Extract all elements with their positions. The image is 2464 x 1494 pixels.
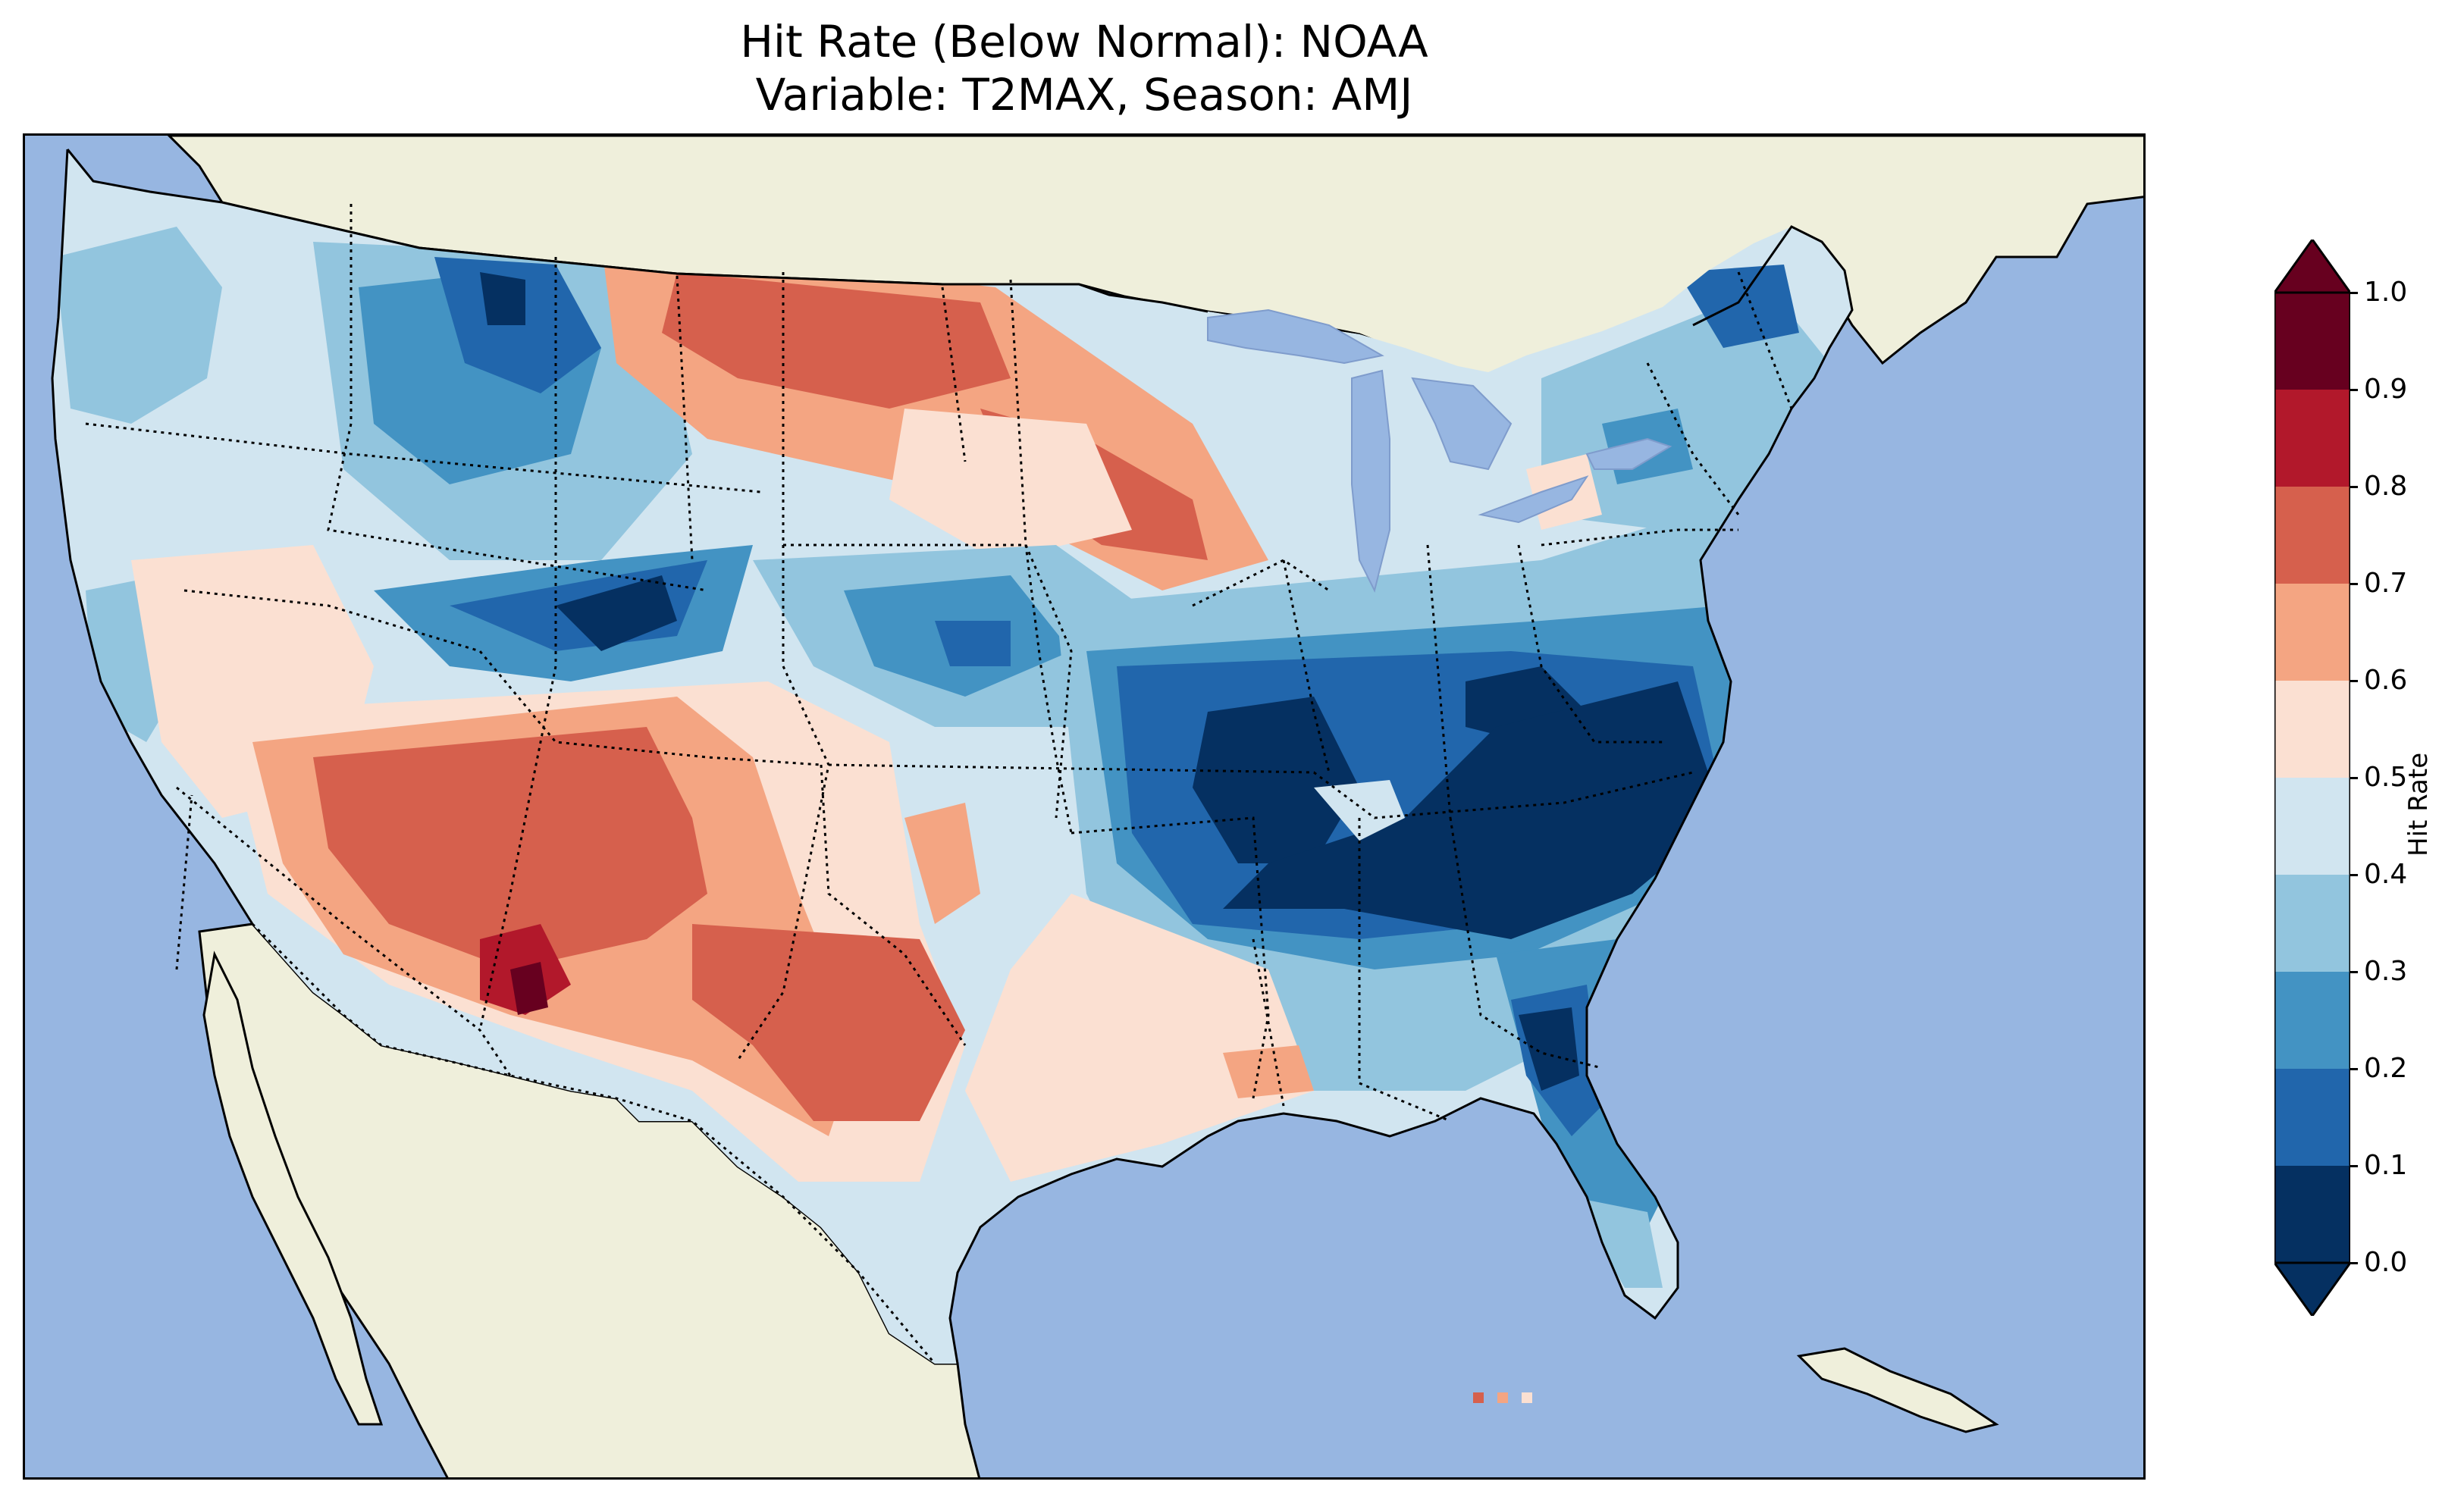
hit-rate-region — [935, 621, 1011, 666]
lake-erie — [1478, 475, 1589, 524]
lake-superior — [1207, 309, 1384, 365]
colorbar-tick-mark — [2350, 486, 2358, 488]
colorbar-extend-min — [2274, 1261, 2350, 1316]
hit-rate-region — [662, 272, 1011, 409]
colorbar-bin — [2274, 778, 2350, 875]
colorbar-tick-label: 0.3 — [2364, 956, 2408, 987]
keys-cell-1 — [1473, 1392, 1484, 1403]
colorbar-tick-mark — [2350, 292, 2358, 294]
colorbar-tick-label: 1.0 — [2364, 277, 2408, 308]
state-borders — [85, 204, 1793, 1123]
colorbar-label: Hit Rate — [2403, 752, 2434, 857]
hit-rate-region — [1678, 265, 1799, 348]
colorbar-tick-label: 0.4 — [2364, 859, 2408, 890]
us-mexico-border — [251, 922, 936, 1364]
colorbar-tick-label: 0.5 — [2364, 762, 2408, 793]
colorbar-tick-mark — [2350, 680, 2358, 682]
colorbar-bin — [2274, 681, 2350, 778]
colorbar-tick-mark — [2350, 1262, 2358, 1264]
colorbar-tick-label: 0.9 — [2364, 374, 2408, 405]
colorbar-tick-mark — [2350, 1165, 2358, 1167]
hit-rate-region — [1314, 780, 1405, 841]
colorbar-bin — [2274, 875, 2350, 972]
colorbar-bin — [2274, 584, 2350, 681]
hit-rate-region — [510, 962, 548, 1015]
colorbar-tick-label: 0.1 — [2364, 1150, 2408, 1181]
colorbar-bin — [2274, 1166, 2350, 1263]
hit-rate-region — [55, 227, 222, 424]
hit-rate-region — [556, 575, 677, 651]
colorbar-bin — [2274, 293, 2350, 390]
colorbar-tick-label: 0.8 — [2364, 471, 2408, 502]
keys-cell-3 — [1522, 1392, 1532, 1403]
colorbar-tick-mark — [2350, 874, 2358, 876]
colorbar-tick-label: 0.0 — [2364, 1247, 2408, 1278]
chart-title-line2: Variable: T2MAX, Season: AMJ — [755, 69, 1413, 121]
us-canada-border — [221, 201, 1079, 286]
lake-michigan — [1351, 369, 1390, 593]
hit-rate-region — [904, 803, 980, 924]
colorbar-tick-mark — [2350, 777, 2358, 779]
colorbar-tick-mark — [2350, 971, 2358, 973]
colorbar-bin — [2274, 972, 2350, 1069]
hit-rate-region — [313, 727, 707, 969]
cuba-island — [1796, 1347, 1999, 1433]
hit-rate-region — [889, 409, 1132, 560]
colorbar-tick-label: 0.6 — [2364, 665, 2408, 696]
colorbar-tick-mark — [2350, 1068, 2358, 1070]
baja-california — [202, 951, 384, 1426]
colorbar — [2274, 240, 2350, 1316]
map-frame — [23, 133, 2146, 1480]
chart-title-line1: Hit Rate (Below Normal): NOAA — [740, 16, 1428, 67]
colorbar-extend-max — [2274, 240, 2350, 294]
colorbar-bin — [2274, 487, 2350, 584]
colorbar-bin — [2274, 1069, 2350, 1166]
hit-rate-region — [1223, 1045, 1314, 1098]
hit-rate-region — [965, 894, 1314, 1182]
hit-rate-region — [1519, 1007, 1579, 1091]
colorbar-tick-mark — [2350, 389, 2358, 391]
lake-ontario — [1585, 437, 1672, 470]
colorbar-bin — [2274, 390, 2350, 487]
us-outline — [51, 149, 1854, 1364]
keys-cell-2 — [1497, 1392, 1508, 1403]
colorbar-tick-label: 0.2 — [2364, 1053, 2408, 1084]
map-canvas — [25, 136, 2143, 1477]
hit-rate-region — [692, 924, 965, 1121]
great-lakes — [1207, 309, 1672, 593]
lake-huron — [1411, 377, 1513, 471]
colorbar-tick-mark — [2350, 583, 2358, 585]
colorbar-tick-label: 0.7 — [2364, 568, 2408, 599]
hit-rate-region — [1193, 697, 1359, 863]
hit-rate-region — [480, 272, 525, 325]
colorbar-outline — [2274, 291, 2350, 1264]
